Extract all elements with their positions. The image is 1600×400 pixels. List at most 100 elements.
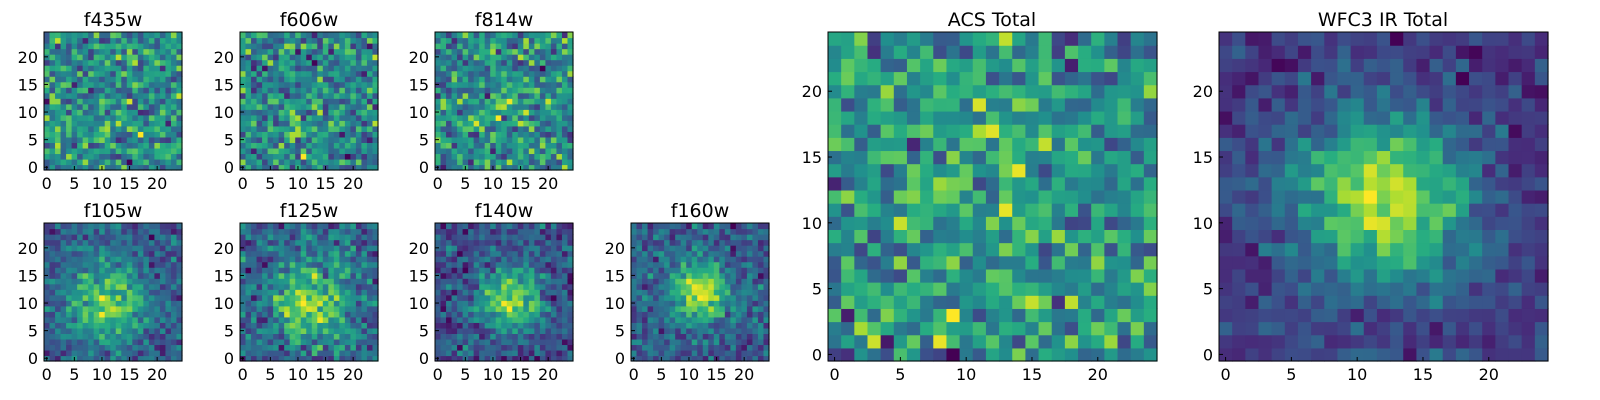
heatmap-cell: [686, 294, 693, 301]
heatmap-cell: [664, 344, 671, 351]
heatmap-cell: [88, 239, 95, 246]
heatmap-cell: [506, 234, 513, 241]
heatmap-cell: [245, 322, 252, 329]
heatmap-cell: [523, 228, 530, 235]
heatmap-cell: [154, 59, 161, 66]
heatmap-cell: [278, 136, 285, 143]
heatmap-cell: [484, 32, 491, 39]
heatmap-cell: [479, 261, 486, 268]
heatmap-cell: [680, 250, 687, 257]
heatmap-cell: [66, 87, 73, 94]
heatmap-cell: [561, 223, 569, 230]
heatmap-cell: [647, 228, 654, 235]
heatmap-cell: [317, 283, 324, 290]
heatmap-cell: [267, 316, 274, 323]
heatmap-cell: [295, 59, 302, 66]
heatmap-cell: [333, 125, 340, 132]
heatmap-cell: [735, 261, 742, 268]
heatmap-cell: [642, 272, 649, 279]
heatmap-cell: [278, 109, 285, 116]
heatmap-cell: [435, 103, 442, 110]
heatmap-cell: [512, 305, 519, 312]
heatmap-cell: [55, 349, 62, 357]
heatmap-cell: [561, 87, 569, 94]
heatmap-cell: [435, 37, 442, 44]
heatmap-cell: [523, 300, 530, 307]
heatmap-cell: [143, 250, 150, 257]
heatmap-cell: [1025, 137, 1040, 152]
heatmap-cell: [457, 103, 464, 110]
heatmap-cell: [71, 81, 78, 88]
heatmap-cell: [473, 344, 480, 351]
heatmap-cell: [55, 256, 62, 263]
heatmap-cell: [528, 103, 535, 110]
heatmap-cell: [71, 278, 78, 285]
heatmap-cell: [457, 261, 464, 268]
heatmap-cell: [284, 338, 291, 346]
heatmap-cell: [372, 142, 379, 149]
heatmap-cell: [104, 37, 111, 44]
heatmap-cell: [680, 267, 687, 274]
heatmap-cell: [506, 333, 513, 340]
heatmap-cell: [946, 242, 961, 257]
heatmap-cell: [256, 256, 263, 263]
heatmap-cell: [273, 278, 280, 285]
heatmap-cell: [361, 37, 368, 44]
heatmap-cell: [262, 327, 269, 334]
heatmap-cell: [245, 43, 252, 50]
heatmap-cell: [284, 114, 291, 121]
heatmap-cell: [1091, 203, 1105, 217]
heatmap-cell: [165, 333, 172, 340]
heatmap-cell: [115, 76, 122, 83]
heatmap-cell: [730, 344, 737, 351]
heatmap-cell: [1078, 282, 1092, 296]
heatmap-cell: [55, 338, 62, 346]
heatmap-cell: [306, 87, 313, 94]
heatmap-cell: [440, 92, 447, 99]
heatmap-cell: [240, 338, 247, 346]
heatmap-cell: [642, 355, 649, 362]
heatmap-cell: [534, 338, 541, 346]
heatmap-cell: [636, 234, 643, 241]
heatmap-cell: [159, 349, 167, 357]
heatmap-cell: [534, 355, 541, 362]
heatmap-cell: [176, 355, 183, 362]
heatmap-cell: [311, 32, 318, 39]
heatmap-cell: [284, 327, 291, 334]
heatmap-cell: [350, 250, 357, 257]
heatmap-cell: [512, 103, 519, 110]
heatmap-cell: [451, 37, 458, 44]
heatmap-cell: [328, 300, 335, 307]
heatmap-cell: [165, 109, 172, 116]
x-tick-label: 20: [538, 174, 558, 193]
heatmap-cell: [311, 223, 318, 230]
heatmap-cell: [946, 255, 961, 270]
heatmap-cell: [473, 59, 480, 66]
heatmap-cell: [99, 32, 106, 39]
heatmap-cell: [60, 316, 67, 323]
heatmap-cell: [495, 70, 502, 77]
heatmap-cell: [99, 109, 106, 116]
heatmap-cell: [642, 349, 649, 357]
heatmap-cell: [446, 256, 453, 263]
heatmap-cell: [550, 48, 558, 55]
heatmap-cell: [457, 54, 464, 61]
heatmap-cell: [841, 229, 855, 244]
heatmap-cell: [339, 158, 346, 166]
heatmap-cell: [567, 223, 574, 230]
heatmap-cell: [999, 176, 1013, 191]
heatmap-cell: [322, 87, 329, 94]
heatmap-cell: [669, 344, 676, 351]
heatmap-cell: [372, 261, 379, 268]
heatmap-cell: [1078, 334, 1092, 349]
heatmap-cell: [132, 305, 139, 312]
heatmap-cell: [159, 142, 167, 149]
heatmap-cell: [240, 92, 247, 99]
heatmap-cell: [647, 239, 654, 246]
heatmap-cell: [99, 289, 106, 296]
heatmap-cell: [506, 70, 513, 77]
heatmap-cell: [539, 250, 546, 257]
heatmap-cell: [55, 272, 62, 279]
heatmap-cell: [1025, 176, 1040, 191]
heatmap-cell: [273, 54, 280, 61]
